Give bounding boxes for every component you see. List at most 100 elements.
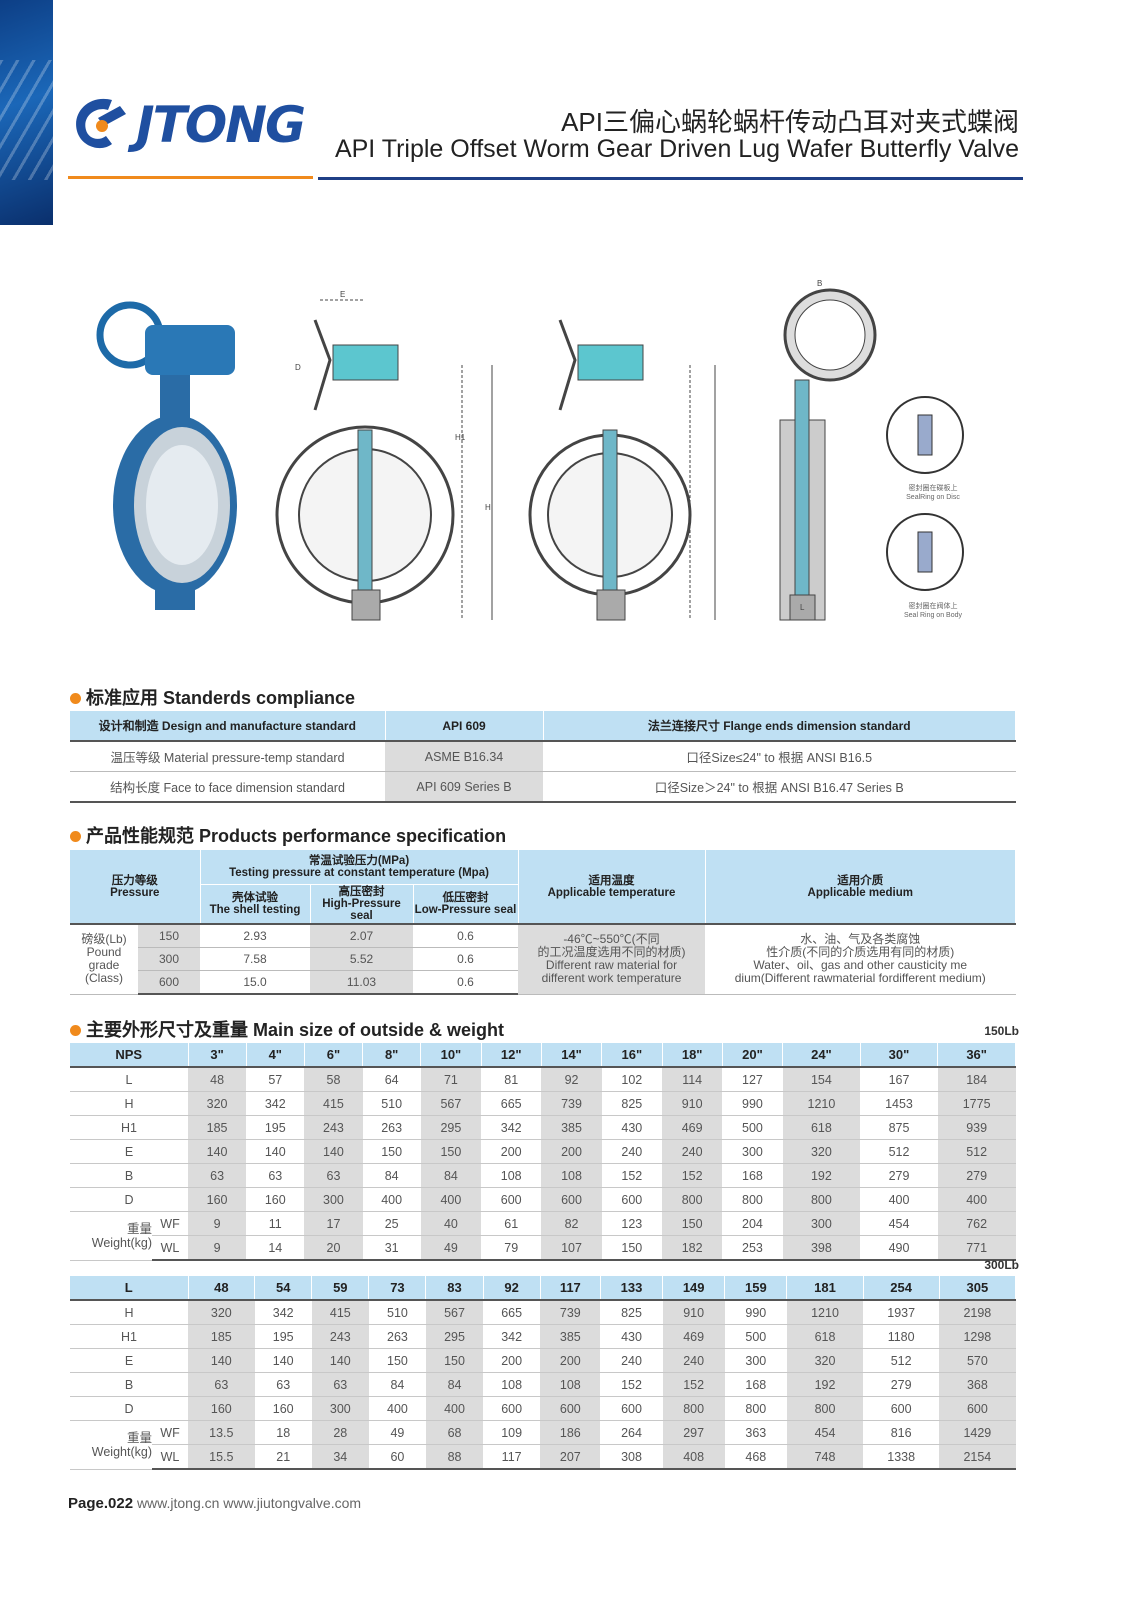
table-cell: 415 <box>304 1091 363 1116</box>
table-cell: 84 <box>368 1372 426 1397</box>
table-row: D 160 160 300 400 400 600 600 600 800 800 800 600 600 <box>70 1396 1016 1421</box>
weight-label-en: Weight(kg) <box>91 1444 152 1459</box>
table-cell: 825 <box>601 1091 662 1116</box>
header-cell: 181 <box>786 1276 864 1301</box>
pressure-header: 压力等级 Pressure <box>70 850 201 925</box>
table-cell: 结构长度 Face to face dimension standard <box>70 771 385 803</box>
table-cell: 320 <box>786 1348 864 1373</box>
table-cell: 68 <box>425 1420 484 1445</box>
testing-header: 常温试验压力(MPa) Testing pressure at constant … <box>200 850 519 885</box>
front-view-wafer <box>528 319 716 621</box>
table-cell: 14 <box>246 1235 305 1261</box>
table-cell: 990 <box>724 1300 787 1325</box>
table-row: 重量 Weight(kg) WF 9 11 17 25 40 61 82 123 150 204 300 4… <box>70 1211 1016 1261</box>
table-row: D 160 160 300 400 400 600 600 600 800 800 800 400 400 <box>70 1187 1016 1212</box>
weight-label-cn: 重量 <box>126 1221 152 1236</box>
table-cell: 92 <box>541 1067 602 1092</box>
table-cell: 240 <box>600 1348 663 1373</box>
table-cell: 140 <box>304 1139 363 1164</box>
logo-text: JTONG <box>136 96 306 154</box>
title-english: API Triple Offset Worm Gear Driven Lug W… <box>334 135 1019 163</box>
table-cell: 430 <box>600 1324 663 1349</box>
temperature-line: Different raw material for <box>545 958 678 973</box>
footer-urls[interactable]: www.jtong.cn www.jiutongvalve.com <box>136 1495 362 1511</box>
dim-d: D <box>295 363 301 372</box>
size-table-150lb: NPS 3" 4" 6" 8" 10" 12" 14" 16" 18" 20" 24" 30" 36" L 4… <box>70 1043 1016 1261</box>
table-row: 重量 Weight(kg) WF 13.5 18 28 49 68 109 186 264 297 36… <box>70 1420 1016 1470</box>
table-cell: 368 <box>939 1372 1016 1397</box>
row-label: WF <box>152 1211 188 1236</box>
temperature-line: -46℃~550℃(不同 <box>563 932 660 947</box>
table-cell: 63 <box>304 1163 363 1188</box>
header-en: Pressure <box>110 886 160 899</box>
table-cell: 320 <box>188 1091 247 1116</box>
table-cell: 108 <box>541 1163 602 1188</box>
table-cell: 200 <box>541 1139 602 1164</box>
table-cell: 5.52 <box>310 947 413 971</box>
table-cell: 400 <box>362 1187 421 1212</box>
table-row: H1 185 195 243 263 295 342 385 430 469 500 618 1180 1… <box>70 1324 1016 1349</box>
table-row: 磅级(Lb) Pound grade (Class) 150 2.93 2.07 0.6 -46… <box>70 924 1016 995</box>
header-cell: 305 <box>939 1276 1017 1301</box>
header-en: Applicable temperature <box>547 886 676 899</box>
table-cell: 160 <box>188 1187 247 1212</box>
table-cell: 160 <box>254 1396 312 1421</box>
table-cell: 口径Size＞24" to 根据 ANSI B16.47 Series B <box>543 771 1016 803</box>
row-label: B <box>70 1372 188 1397</box>
weight-label: 重量 Weight(kg) <box>70 1211 152 1261</box>
table-cell: 207 <box>540 1444 601 1470</box>
table-cell: 342 <box>483 1324 541 1349</box>
row-label: D <box>70 1396 188 1421</box>
table-cell: 430 <box>601 1115 662 1140</box>
table-cell: 279 <box>937 1163 1016 1188</box>
table-cell: 150 <box>362 1139 421 1164</box>
header-en: Testing pressure at constant temperature… <box>229 867 489 879</box>
table-cell: 0.6 <box>413 924 518 948</box>
header-cell: L <box>70 1276 189 1301</box>
class-300-label: 300Lb <box>984 1258 1019 1272</box>
table-cell: 1180 <box>863 1324 940 1349</box>
table-cell: 154 <box>782 1067 861 1092</box>
table-cell: 910 <box>662 1300 725 1325</box>
table-cell: 15.0 <box>200 970 310 995</box>
table-cell: 20 <box>304 1235 363 1261</box>
seal-body-caption-en: Seal Ring on Body <box>904 612 962 619</box>
medium-header: 适用介质 Applicable medium <box>705 850 1016 925</box>
medium-line: 水、油、气及各类腐蚀 <box>800 932 921 947</box>
row-label: L <box>70 1067 188 1092</box>
header-cell: 16" <box>601 1043 663 1068</box>
table-cell: 1775 <box>937 1091 1016 1116</box>
table-row: B 63 63 63 84 84 108 108 152 152 168 192 279 368 <box>70 1372 1016 1397</box>
table-cell: 63 <box>188 1163 247 1188</box>
row-label: H1 <box>70 1324 188 1349</box>
header-cn: 适用介质 <box>837 874 884 887</box>
class-label-line: Pound <box>86 945 122 960</box>
table-cell: 60 <box>368 1444 426 1470</box>
table-cell: 295 <box>420 1115 482 1140</box>
table-cell: 1210 <box>786 1300 864 1325</box>
table-cell: 600 <box>540 1396 601 1421</box>
row-label: E <box>70 1348 188 1373</box>
table-cell: 7.58 <box>200 947 310 971</box>
header-en: The shell testing <box>209 904 301 916</box>
header-cell: 117 <box>540 1276 601 1301</box>
header-cell: 254 <box>863 1276 940 1301</box>
temperature-line: 的工况温度选用不同的材质) <box>537 945 686 960</box>
seal-body-caption-cn: 密封圈在阀体上 <box>909 601 958 610</box>
table-cell: 825 <box>600 1300 663 1325</box>
table-cell: 21 <box>254 1444 312 1470</box>
header-cn: 压力等级 <box>111 874 158 887</box>
table-cell: 58 <box>304 1067 363 1092</box>
table-cell: 123 <box>601 1211 662 1236</box>
table-cell: 200 <box>483 1348 541 1373</box>
header-cell: 149 <box>662 1276 726 1301</box>
table-row: L 48 57 58 64 71 81 92 102 114 127 154 167 184 <box>70 1067 1016 1092</box>
table-cell: 512 <box>937 1139 1016 1164</box>
row-label: B <box>70 1163 188 1188</box>
table-cell: 300 <box>304 1187 363 1212</box>
table-cell: 400 <box>420 1187 482 1212</box>
table-cell: 875 <box>860 1115 938 1140</box>
table-cell: 297 <box>662 1420 725 1445</box>
medium-line: dium(Different rawmaterial fordifferent … <box>734 971 986 986</box>
